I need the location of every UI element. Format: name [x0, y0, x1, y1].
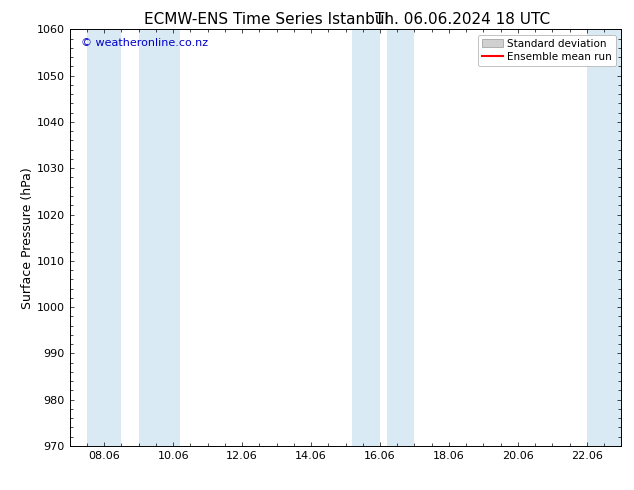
- Text: Th. 06.06.2024 18 UTC: Th. 06.06.2024 18 UTC: [375, 12, 550, 27]
- Text: © weatheronline.co.nz: © weatheronline.co.nz: [81, 38, 208, 48]
- Bar: [139, 29, 180, 446]
- Bar: [587, 29, 621, 446]
- Y-axis label: Surface Pressure (hPa): Surface Pressure (hPa): [21, 167, 34, 309]
- Legend: Standard deviation, Ensemble mean run: Standard deviation, Ensemble mean run: [478, 35, 616, 66]
- Bar: [387, 29, 415, 446]
- Bar: [87, 29, 122, 446]
- Bar: [353, 29, 380, 446]
- Text: ECMW-ENS Time Series Istanbul: ECMW-ENS Time Series Istanbul: [144, 12, 389, 27]
